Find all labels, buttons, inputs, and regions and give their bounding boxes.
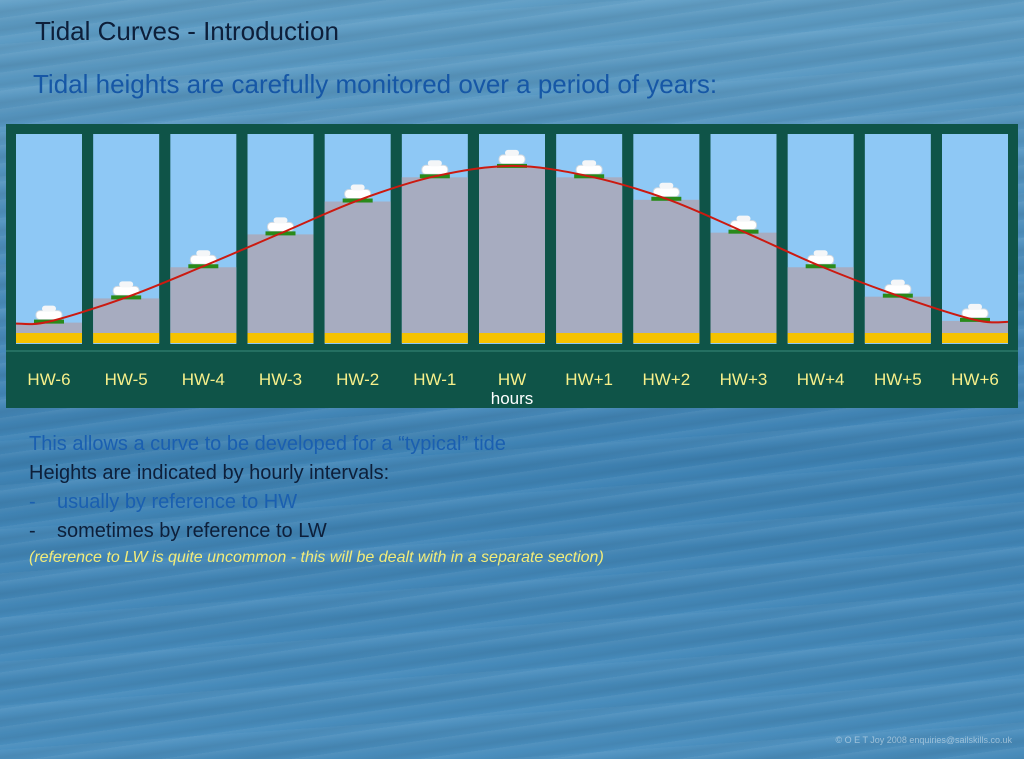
bullet-hw-text: usually by reference to HW — [57, 491, 298, 513]
seabed-strip — [556, 333, 623, 343]
water-level-bar — [942, 320, 1008, 333]
boat-cabin-icon — [42, 305, 56, 312]
tidal-curve-line — [15, 164, 1009, 326]
seabed-strip — [787, 333, 854, 343]
bullet-dash: - — [29, 491, 36, 513]
water-level-bar — [556, 177, 623, 333]
hour-label: HW-6 — [27, 370, 70, 389]
water-level-bar — [93, 298, 160, 333]
seabed-strip — [93, 333, 160, 343]
hour-label: HW-4 — [182, 370, 225, 389]
hour-label: HW-5 — [105, 370, 148, 389]
water-level-bar — [170, 267, 237, 333]
hour-label: HW+5 — [874, 370, 922, 389]
seabed-strip — [633, 333, 700, 343]
boat-cabin-icon — [813, 250, 828, 257]
bullet-lw: - sometimes by reference to LW — [29, 517, 929, 546]
hour-label: HW-1 — [413, 370, 456, 389]
hour-label: HW+6 — [951, 370, 999, 389]
boat-cabin-icon — [505, 149, 519, 156]
water-level-bar — [16, 322, 82, 333]
boat-cabin-icon — [736, 215, 751, 222]
seabed-strip — [16, 333, 82, 343]
explanation-text: This allows a curve to be developed for … — [29, 430, 929, 570]
boat-icon — [498, 154, 526, 165]
water-level-bar — [401, 177, 468, 333]
boat-cabin-icon — [968, 303, 982, 310]
water-level-bar — [710, 232, 777, 333]
water-level-bar — [864, 296, 931, 333]
typical-tide-text: This allows a curve to be developed for … — [29, 433, 506, 455]
boat-icon — [35, 310, 63, 321]
seabed-strip — [324, 333, 391, 343]
water-level-bar — [479, 166, 545, 333]
hour-label: HW — [498, 370, 526, 389]
hour-label: HW-3 — [259, 370, 302, 389]
boat-cabin-icon — [350, 184, 365, 191]
water-level-bar — [324, 201, 391, 333]
hour-label: HW+3 — [720, 370, 768, 389]
water-level-bar — [787, 267, 854, 333]
bullet-hw: - usually by reference to HW — [29, 488, 929, 517]
boat-cabin-icon — [582, 160, 597, 167]
hour-label: HW+1 — [565, 370, 613, 389]
hour-label: HW-2 — [336, 370, 379, 389]
lw-note: (reference to LW is quite uncommon - thi… — [29, 549, 604, 566]
seabed-strip — [401, 333, 468, 343]
seabed-strip — [864, 333, 931, 343]
seabed-strip — [247, 333, 314, 343]
hour-label: HW+4 — [797, 370, 845, 389]
bullet-dash: - — [29, 520, 36, 542]
bullet-lw-text: sometimes by reference to LW — [57, 520, 327, 542]
boat-cabin-icon — [427, 160, 442, 167]
seabed-strip — [479, 333, 545, 343]
seabed-strip — [942, 333, 1008, 343]
x-axis-label: hours — [491, 389, 534, 408]
boat-cabin-icon — [196, 250, 211, 257]
water-level-bar — [247, 234, 314, 333]
water-level-bar — [633, 199, 700, 333]
page-title: Tidal Curves - Introduction — [35, 16, 339, 46]
boat-cabin-icon — [890, 279, 905, 286]
boat-cabin-icon — [273, 217, 288, 224]
boat-cabin-icon — [119, 281, 134, 288]
hourly-intervals-text: Heights are indicated by hourly interval… — [29, 462, 390, 484]
hour-label: HW+2 — [642, 370, 690, 389]
seabed-strip — [170, 333, 237, 343]
page-subtitle: Tidal heights are carefully monitored ov… — [33, 69, 718, 99]
boat-cabin-icon — [659, 182, 674, 189]
boat-icon — [421, 164, 449, 175]
boat-icon — [575, 164, 603, 175]
seabed-strip — [710, 333, 777, 343]
tidal-curve-diagram: HW-6 HW-5 HW-4 HW-3 HW-2 HW-1 HW HW+1 HW+2 HW+3 HW… — [6, 124, 1018, 408]
copyright-footer: © O E T Joy 2008 enquiries@sailskills.co… — [835, 735, 1012, 745]
